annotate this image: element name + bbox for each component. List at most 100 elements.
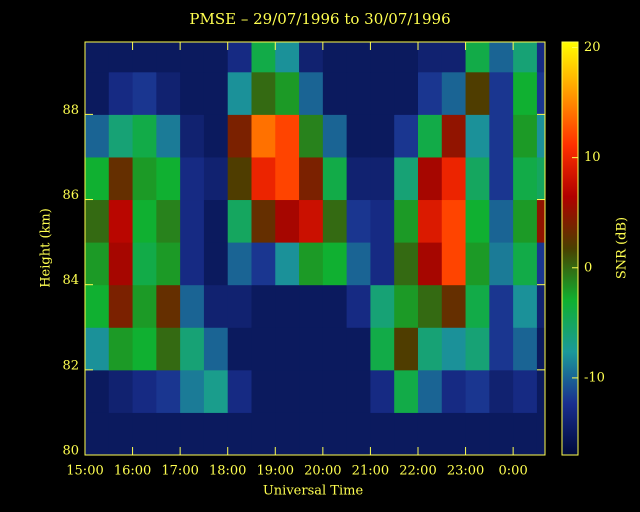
heatmap-cell <box>536 284 545 328</box>
heatmap-cell <box>275 42 300 73</box>
heatmap-cell <box>536 199 545 243</box>
heatmap-cell <box>299 412 324 455</box>
heatmap-cell <box>465 369 490 413</box>
heatmap-cell <box>346 242 371 286</box>
heatmap-cell <box>346 42 371 73</box>
heatmap-cell <box>299 199 324 243</box>
heatmap-cell <box>108 199 134 243</box>
heatmap-cell <box>275 369 300 413</box>
heatmap-cell <box>108 284 134 328</box>
heatmap-cell <box>203 156 229 201</box>
heatmap-cell <box>536 42 545 73</box>
heatmap-cell <box>227 114 252 158</box>
colorbar-frame <box>561 41 579 456</box>
heatmap-cell <box>465 327 490 371</box>
x-tick-label: 18:00 <box>209 464 246 479</box>
heatmap-cell <box>108 42 134 73</box>
heatmap-cell <box>132 114 157 158</box>
x-tick-label: 17:00 <box>161 464 198 479</box>
heatmap-cell <box>489 199 514 243</box>
heatmap-cell <box>251 242 276 286</box>
heatmap-cell <box>441 327 467 371</box>
heatmap-cell <box>536 71 545 115</box>
heatmap-cell <box>417 284 443 328</box>
heatmap-cell <box>275 412 300 455</box>
heatmap-cell <box>85 242 110 286</box>
heatmap-cell <box>108 114 134 158</box>
x-tick-label: 0:00 <box>499 464 528 479</box>
y-tick-label: 84 <box>62 273 79 288</box>
heatmap-cell <box>465 242 490 286</box>
heatmap-cell <box>180 412 205 455</box>
heatmap-cell <box>536 114 545 158</box>
colorbar-tick-label: 0 <box>584 260 592 275</box>
heatmap-cell <box>322 42 348 73</box>
x-tick-label: 16:00 <box>114 464 151 479</box>
heatmap-cell <box>227 369 252 413</box>
heatmap-cell <box>394 412 419 455</box>
x-tick-label: 21:00 <box>352 464 389 479</box>
heatmap-cell <box>251 327 276 371</box>
heatmap-cell <box>299 114 324 158</box>
heatmap-cell <box>513 284 538 328</box>
heatmap-cell <box>132 284 157 328</box>
heatmap-cell <box>322 156 348 201</box>
heatmap-cell <box>227 412 252 455</box>
heatmap-cell <box>513 156 538 201</box>
heatmap-cell <box>441 156 467 201</box>
heatmap-cell <box>417 369 443 413</box>
heatmap-cell <box>132 199 157 243</box>
y-tick-label: 82 <box>62 358 79 373</box>
heatmap-cell <box>417 199 443 243</box>
heatmap-cell <box>370 369 395 413</box>
heatmap-cell <box>489 242 514 286</box>
heatmap-cell <box>180 156 205 201</box>
heatmap-cell <box>370 284 395 328</box>
heatmap-cell <box>251 412 276 455</box>
heatmap-cell <box>85 114 110 158</box>
x-tick-label: 20:00 <box>304 464 341 479</box>
heatmap-cell <box>275 114 300 158</box>
heatmap-cell <box>203 42 229 73</box>
heatmap-cell <box>370 156 395 201</box>
heatmap-cell <box>441 71 467 115</box>
heatmap-cell <box>513 369 538 413</box>
heatmap-cell <box>108 242 134 286</box>
heatmap-cell <box>85 284 110 328</box>
heatmap-cell <box>536 327 545 371</box>
y-tick-label: 80 <box>62 444 79 459</box>
heatmap-cell <box>441 114 467 158</box>
heatmap-cell <box>322 284 348 328</box>
heatmap-cell <box>322 369 348 413</box>
heatmap-cell <box>417 327 443 371</box>
heatmap-cell <box>465 199 490 243</box>
heatmap-cell <box>180 42 205 73</box>
heatmap-cell <box>417 156 443 201</box>
heatmap-cell <box>346 327 371 371</box>
heatmap-cell <box>299 42 324 73</box>
x-tick-label: 15:00 <box>66 464 103 479</box>
heatmap-cell <box>394 242 419 286</box>
x-axis-label: Universal Time <box>263 484 364 499</box>
heatmap-cell <box>251 114 276 158</box>
heatmap-cell <box>394 156 419 201</box>
heatmap-cell <box>275 284 300 328</box>
heatmap-cell <box>203 114 229 158</box>
heatmap-cell <box>441 369 467 413</box>
heatmap-cell <box>251 199 276 243</box>
heatmap-cell <box>299 156 324 201</box>
heatmap-cell <box>85 412 110 455</box>
heatmap-cell <box>417 412 443 455</box>
heatmap-cell <box>513 42 538 73</box>
heatmap-cell <box>489 369 514 413</box>
heatmap-cell <box>394 42 419 73</box>
heatmap-cell <box>370 412 395 455</box>
heatmap-cell <box>132 156 157 201</box>
colorbar-label: SNR (dB) <box>615 217 630 279</box>
heatmap-cell <box>275 71 300 115</box>
heatmap-cell <box>299 369 324 413</box>
heatmap-cell <box>85 156 110 201</box>
heatmap-cell <box>132 42 157 73</box>
heatmap-cell <box>275 242 300 286</box>
